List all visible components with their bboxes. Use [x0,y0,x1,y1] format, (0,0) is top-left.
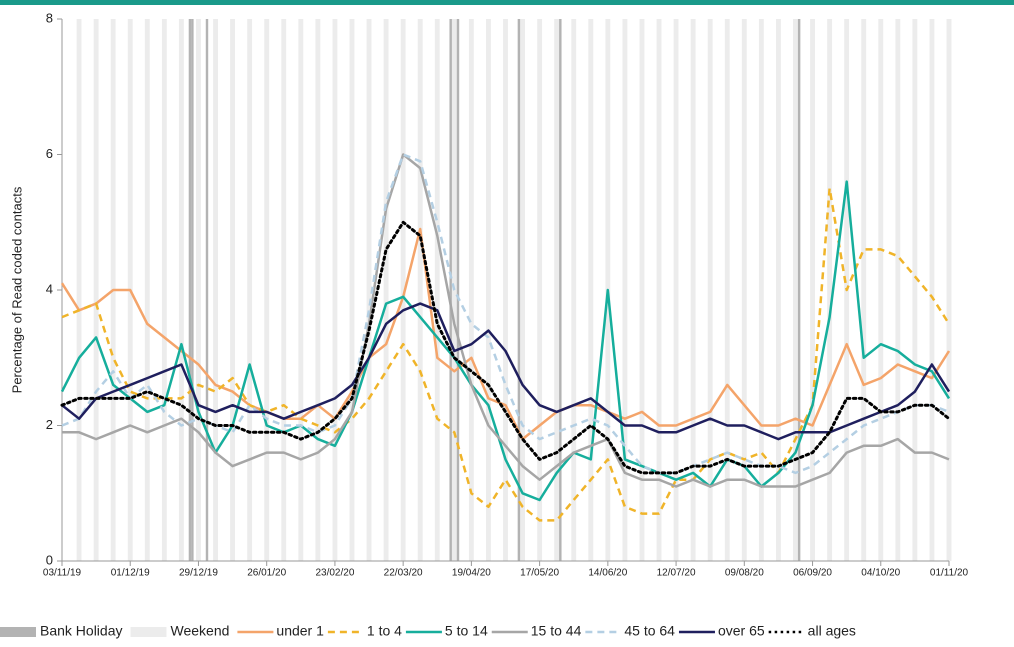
weekend-band [946,19,952,561]
weekend-band [366,19,372,561]
weekend-band [178,19,184,561]
bank-holiday-band [191,19,194,561]
weekend-band [656,19,662,561]
legend-swatch [130,627,167,637]
weekend-band [161,19,167,561]
weekend-band [724,19,730,561]
weekend-band [230,19,236,561]
legend-label: under 1 [276,623,324,639]
legend-label: Weekend [171,623,230,639]
legend-label: all ages [808,623,856,639]
legend-label: Bank Holiday [40,623,123,639]
weekend-band [622,19,628,561]
weekend-band [76,19,82,561]
bank-holiday-band [517,19,521,561]
y-tick-label: 8 [46,10,53,25]
weekend-band [793,19,798,561]
x-tick-label: 01/12/19 [111,568,150,579]
weekend-band [213,19,218,561]
weekend-band [281,19,287,561]
weekend-band [861,19,867,561]
weekend-band [588,19,594,561]
weekend-band [332,19,338,561]
x-tick-label: 26/01/20 [247,568,286,579]
weekend-band [486,19,491,561]
weekend-band [264,19,270,561]
weekend-band [417,19,423,561]
weekend-band [247,19,253,561]
x-tick-label: 12/07/20 [657,568,696,579]
weekend-band [434,19,440,561]
weekend-band [349,19,355,561]
bank-holiday-band [797,19,801,561]
weekend-band [758,19,764,561]
weekend-band [554,19,560,561]
series-line [61,187,951,522]
weekend-band [810,19,815,561]
bank-holiday-band [559,19,562,561]
y-tick-label: 2 [46,417,53,432]
legend-label: 15 to 44 [531,623,582,639]
weekend-band [895,19,901,561]
weekend-band [520,19,525,561]
weekend-band [383,19,389,561]
weekend-band [503,19,508,561]
weekend-band [400,19,406,561]
weekend-band [315,19,321,561]
weekend-band [639,19,645,561]
series-line [62,153,950,488]
weekend-band [912,19,918,561]
top-bar [0,0,1014,5]
weekend-band [929,19,935,561]
weekend-band [827,19,833,561]
weekend-band [196,19,201,561]
weekend-band [571,19,577,561]
x-tick-label: 03/11/19 [43,568,82,579]
weekend-band [878,19,884,561]
x-tick-label: 29/12/19 [179,568,218,579]
bank-holiday-band [188,19,192,561]
y-tick-label: 4 [46,281,53,296]
x-tick-label: 19/04/20 [452,568,491,579]
series-line [60,180,951,502]
weekend-band [468,19,474,561]
weekend-band [537,19,543,561]
weekend-band [298,19,304,561]
y-axis-label: Percentage of Read coded contacts [9,186,24,393]
weekend-band [775,19,781,561]
series-line [60,220,951,475]
bank-holiday-band [205,19,209,561]
bank-holiday-band [456,19,460,561]
x-tick-label: 23/02/20 [315,568,354,579]
weekend-band [690,19,696,561]
weekend-band [144,19,150,561]
legend-label: over 65 [718,623,765,639]
weekend-band [741,19,747,561]
series-line [61,302,951,441]
x-tick-label: 22/03/20 [384,568,423,579]
x-tick-label: 04/10/20 [861,568,900,579]
y-tick-label: 6 [46,146,53,161]
x-tick-label: 01/11/20 [930,568,969,579]
x-tick-label: 09/08/20 [725,568,764,579]
x-tick-label: 06/09/20 [793,568,832,579]
legend-swatch [0,627,36,637]
y-tick-label: 0 [46,552,53,567]
weekend-band [673,19,679,561]
bank-holiday-band [449,19,452,561]
legend-label: 5 to 14 [445,623,488,639]
weekend-band [707,19,713,561]
legend-label: 45 to 64 [624,623,675,639]
x-tick-label: 17/05/20 [520,568,559,579]
legend-label: 1 to 4 [367,623,402,639]
series-line [60,227,951,441]
x-tick-label: 14/06/20 [588,568,627,579]
weekend-band [93,19,99,561]
